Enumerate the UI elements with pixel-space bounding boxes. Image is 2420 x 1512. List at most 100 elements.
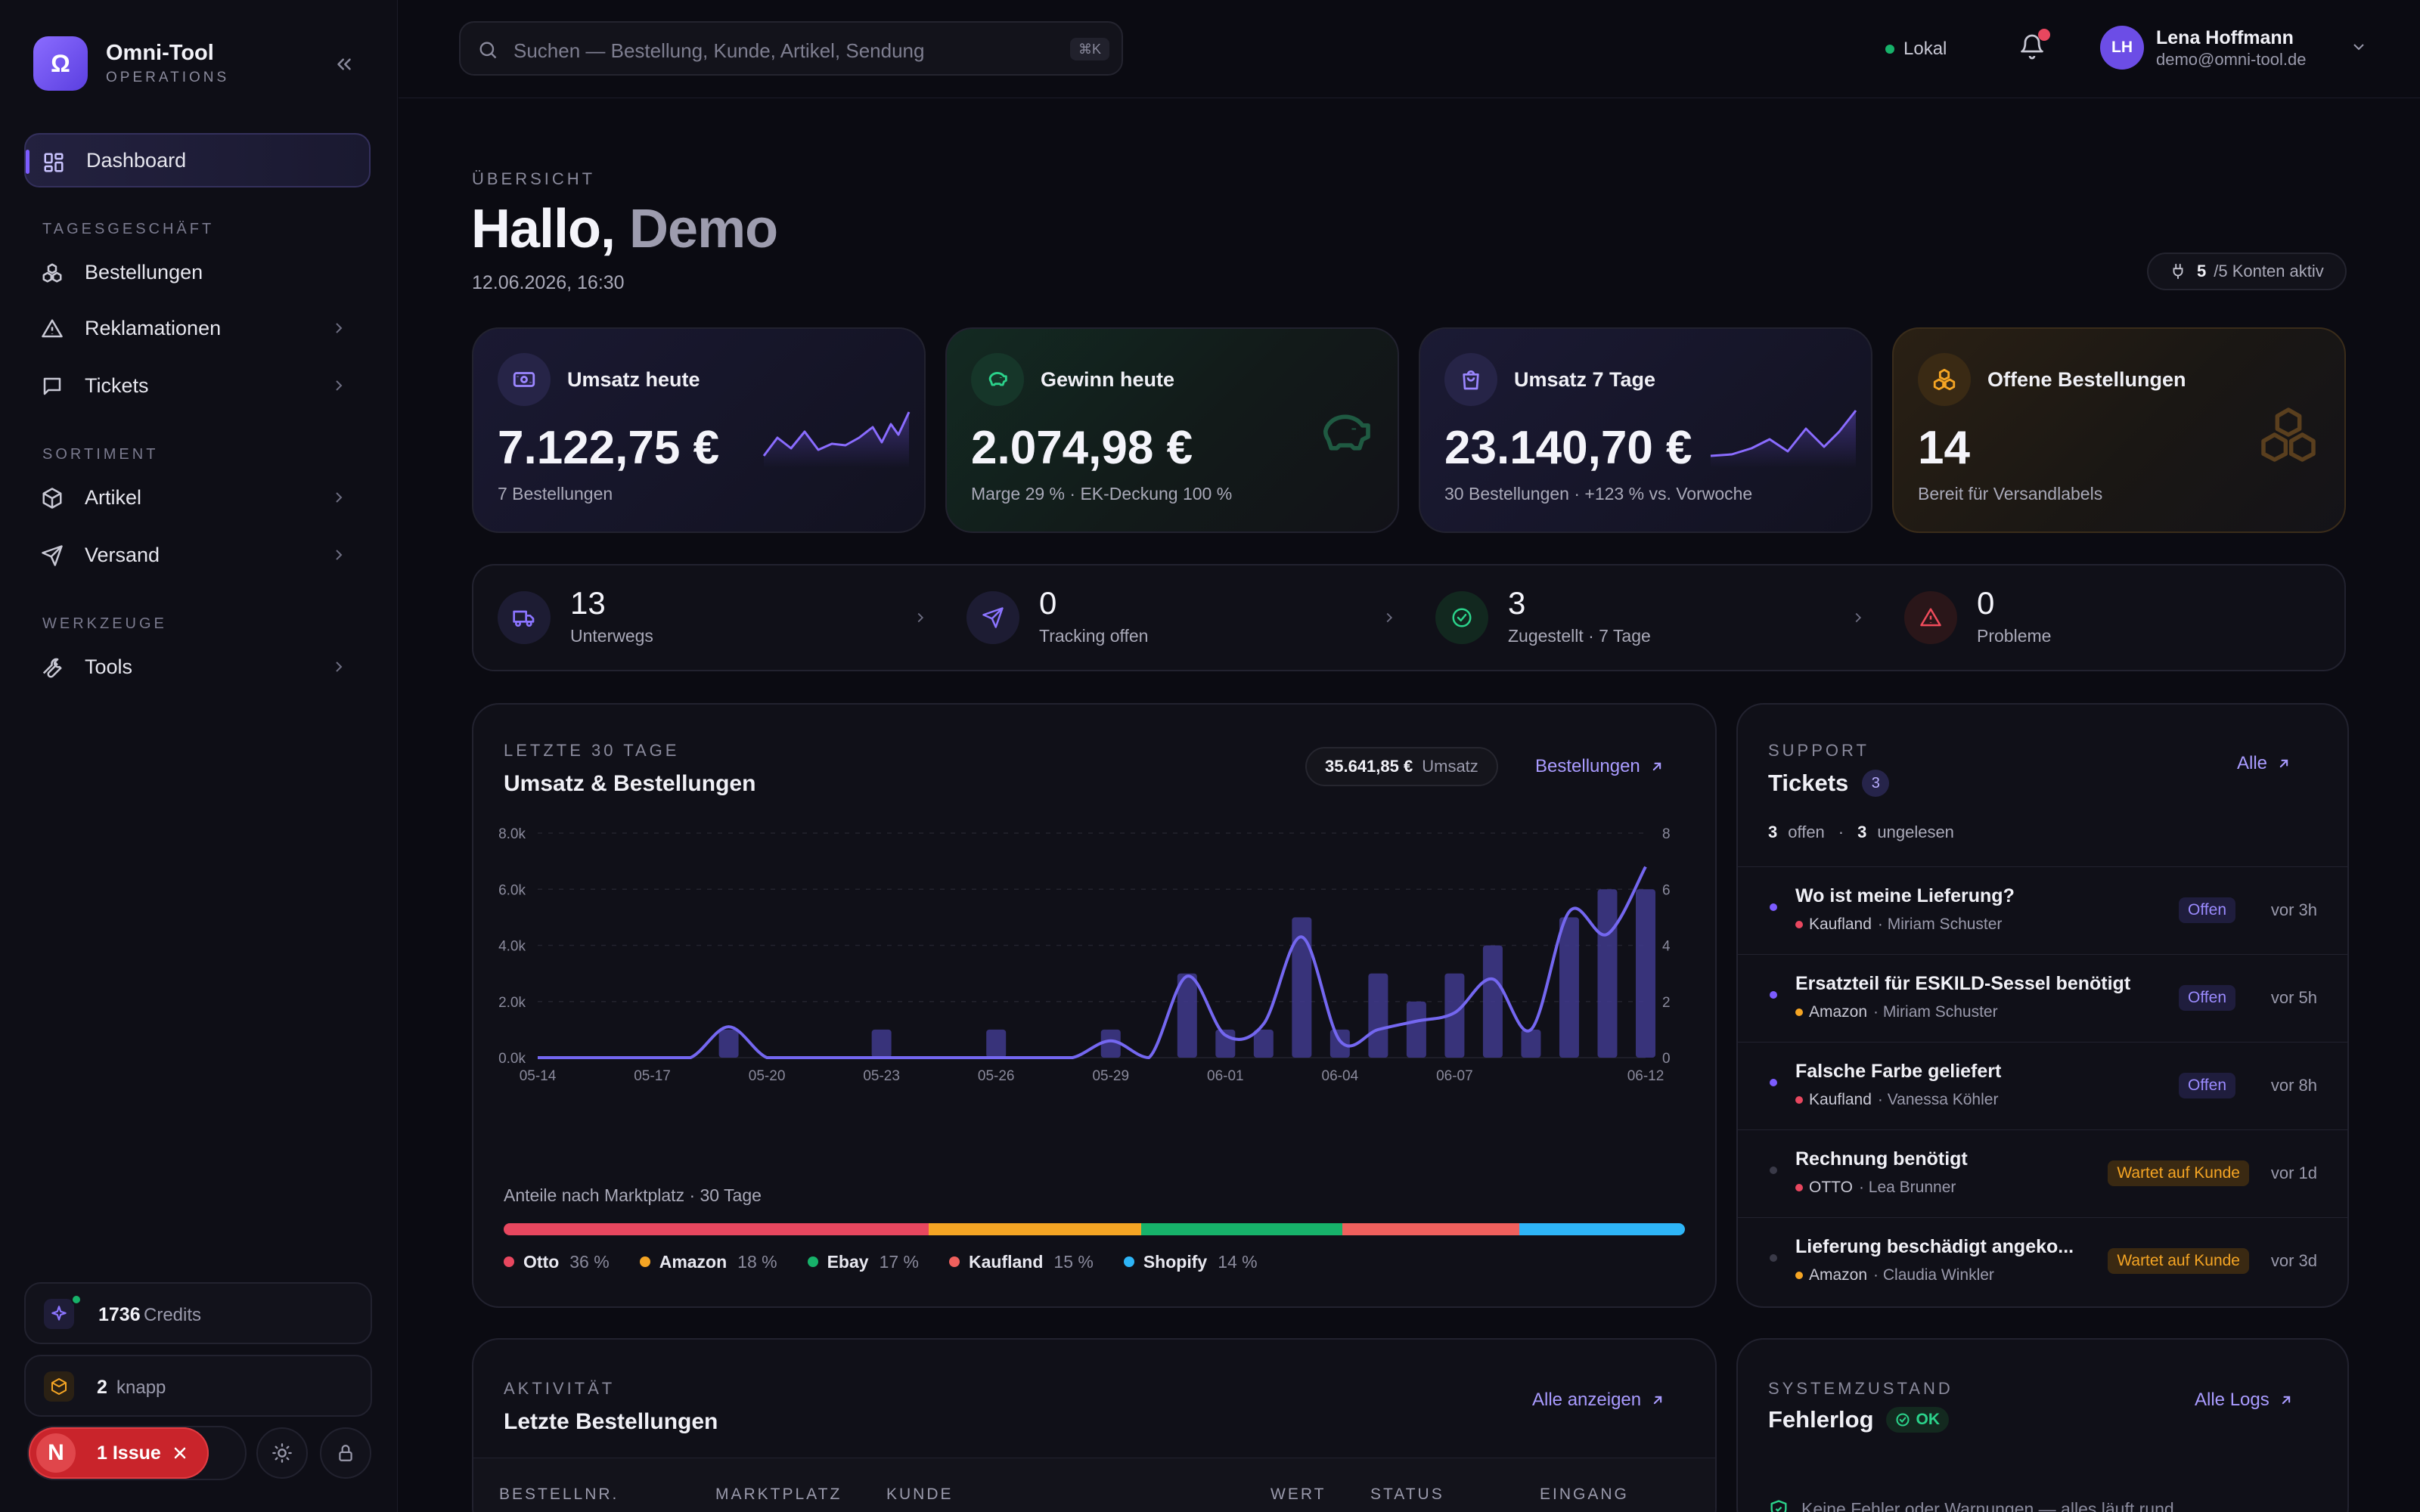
sidebar-item-tickets[interactable]: Tickets [24, 358, 371, 413]
legend-name: Amazon [659, 1251, 728, 1272]
tickets-count-badge: 3 [1862, 770, 1890, 797]
plug-icon [2173, 263, 2183, 280]
collapse-sidebar-icon[interactable] [333, 53, 355, 76]
card-title: Tickets [1768, 770, 1849, 796]
marketplace-dot [1795, 921, 1803, 928]
kpi-sub: 30 Bestellungen · +123 % vs. Vorwoche [1444, 484, 1753, 503]
kpi-card-revenue-7d[interactable]: Umsatz 7 Tage 23.140,70 € 30 Bestellunge… [1419, 327, 1872, 533]
kpi-title: Gewinn heute [1041, 368, 1175, 391]
summary-sep: · [1838, 823, 1844, 841]
kpi-title: Umsatz 7 Tage [1514, 368, 1656, 391]
sidebar-item-tools[interactable]: Tools [24, 640, 371, 694]
ticket-row[interactable]: Rechnung benötigt OTTO · Lea Brunner Wartet… [1738, 1129, 2347, 1217]
wrench-icon [41, 656, 64, 679]
ticket-agent: · Claudia Winkler [1873, 1266, 1994, 1284]
status-badge: Offen [2179, 985, 2235, 1011]
search-bar[interactable]: Suchen — Bestellung, Kunde, Artikel, Sen… [459, 21, 1123, 76]
shipping-item-tracking-open[interactable]: 0 Tracking offen [942, 565, 1411, 670]
status-badge: Offen [2179, 1073, 2235, 1098]
sidebar-item-dashboard[interactable]: Dashboard [24, 133, 371, 187]
share-title: Anteile nach Marktplatz · 30 Tage [504, 1185, 762, 1205]
warning-icon [41, 318, 64, 340]
table-header-cell[interactable]: WERT [1270, 1486, 1326, 1503]
activity-all-link[interactable]: Alle anzeigen [1532, 1390, 1665, 1411]
unread-dot [1770, 1079, 1777, 1086]
chat-icon [41, 375, 64, 398]
sidebar-item-artikel[interactable]: Artikel [24, 470, 371, 525]
legend-pct: 36 % [569, 1251, 610, 1272]
nav-section-title: WERKZEUGE [42, 615, 167, 632]
table-header-cell[interactable]: BESTELLNR. [499, 1486, 619, 1503]
shipping-item-in-transit[interactable]: 13 Unterwegs [473, 565, 942, 670]
lock-button[interactable] [320, 1427, 371, 1479]
accounts-suffix: /5 Konten aktiv [2214, 262, 2324, 280]
ticket-row[interactable]: Lieferung beschädigt angeko... Amazon · Cl… [1738, 1217, 2347, 1305]
order-bar [1559, 917, 1579, 1058]
ticket-agent: · Lea Brunner [1858, 1179, 1956, 1196]
legend-pct: 15 % [1053, 1251, 1094, 1272]
sidebar-item-reklamationen[interactable]: Reklamationen [24, 301, 371, 355]
legend-name: Kaufland [969, 1251, 1044, 1272]
order-bar [1636, 889, 1655, 1058]
order-bar [718, 1029, 739, 1058]
kpi-card-profit-today[interactable]: Gewinn heute 2.074,98 € Marge 29 % · EK-… [945, 327, 1399, 533]
theme-toggle-button[interactable] [256, 1427, 308, 1479]
legend-item: Otto 36 % [504, 1252, 610, 1272]
x-tick-label: 05-29 [1092, 1068, 1129, 1084]
shipping-item-delivered[interactable]: 3 Zugestellt · 7 Tage [1411, 565, 1880, 670]
piggy-bank-icon [971, 353, 1024, 406]
ticket-row[interactable]: Falsche Farbe geliefert Kaufland · Vanessa… [1738, 1042, 2347, 1129]
user-menu[interactable]: LH Lena Hoffmann demo@omni-tool.de [2100, 26, 2387, 73]
table-header-cell[interactable]: MARKTPLATZ [715, 1486, 842, 1503]
issue-button[interactable]: N 1 Issue [29, 1427, 209, 1479]
chevron-right-icon [330, 658, 348, 676]
orders-link[interactable]: Bestellungen [1535, 753, 1665, 780]
revenue-orders-chart: 8.0k 8 6.0k 6 4.0k 4 2.0k 2 0.0k 0 05-14 05-17 05-20… [498, 826, 1671, 1084]
table-header-cell[interactable]: EINGANG [1540, 1486, 1629, 1503]
ticket-time: vor 5h [2270, 988, 2317, 1007]
table-header-cell[interactable]: KUNDE [886, 1486, 954, 1503]
sidebar-item-label: Versand [85, 543, 160, 566]
warning-icon [1904, 591, 1957, 644]
order-bar [1292, 917, 1312, 1058]
y2-tick-label: 0 [1662, 1051, 1671, 1067]
legend-pct: 17 % [879, 1251, 920, 1272]
shipping-item-problems[interactable]: 0 Probleme [1880, 565, 2344, 670]
revenue-line [538, 866, 1647, 1059]
y-tick-label: 2.0k [498, 995, 526, 1011]
ticket-time: vor 3h [2270, 900, 2317, 919]
ticket-title: Wo ist meine Lieferung? [1795, 885, 2015, 906]
accounts-status-badge[interactable]: 5 /5 Konten aktiv [2147, 253, 2347, 290]
ticket-row[interactable]: Wo ist meine Lieferung? Kaufland · Miriam … [1738, 866, 2347, 954]
kpi-card-open-orders[interactable]: Offene Bestellungen 14 Bereit für Versan… [1892, 327, 2346, 533]
kpi-value: 7.122,75 € [498, 422, 720, 474]
sidebar-item-label: Bestellungen [85, 260, 203, 284]
app-logo[interactable]: Ω [33, 36, 88, 91]
all-logs-link[interactable]: Alle Logs [2195, 1390, 2294, 1411]
system-status-label: OK [1916, 1411, 1941, 1428]
ticket-meta: OTTO · Lea Brunner [1795, 1179, 1956, 1197]
sidebar-item-bestellungen[interactable]: Bestellungen [24, 245, 371, 299]
credits-widget[interactable]: 1736 Credits [24, 1282, 372, 1344]
table-header-cell[interactable]: STATUS [1370, 1486, 1444, 1503]
x-tick-label: 05-20 [749, 1068, 786, 1084]
revenue-total-label: Umsatz [1422, 757, 1478, 776]
legend-pct: 14 % [1218, 1251, 1258, 1272]
stock-widget[interactable]: 2 knapp [24, 1355, 372, 1417]
user-name: Lena Hoffmann [2156, 27, 2294, 48]
credits-value: 1736 [98, 1304, 141, 1325]
shipping-value: 0 [1039, 585, 1057, 621]
share-segment [504, 1223, 929, 1235]
tickets-all-link[interactable]: Alle [2237, 753, 2291, 774]
card-title: Fehlerlog [1768, 1406, 1874, 1433]
ticket-row[interactable]: Ersatzteil für ESKILD-Sessel benötigt Ama… [1738, 954, 2347, 1042]
ticket-meta: Amazon · Miriam Schuster [1795, 1003, 1998, 1021]
close-icon[interactable] [171, 1444, 189, 1462]
unread-dot [1770, 991, 1777, 999]
sidebar-item-versand[interactable]: Versand [24, 528, 371, 582]
check-circle-icon [1435, 591, 1488, 644]
kpi-card-revenue-today[interactable]: Umsatz heute 7.122,75 € 7 Bestellungen [472, 327, 926, 533]
marketplace-dot [1795, 1184, 1803, 1191]
notifications-button[interactable] [2018, 29, 2050, 64]
package-icon [41, 487, 64, 510]
